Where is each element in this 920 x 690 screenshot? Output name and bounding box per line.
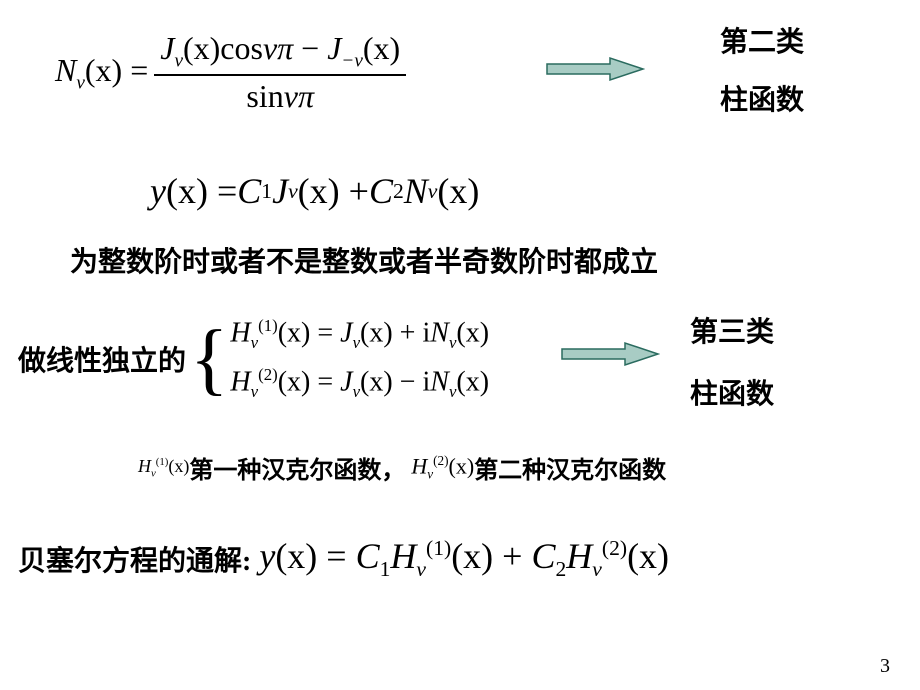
text-bessel-general-solution: 贝塞尔方程的通解: <box>18 539 251 579</box>
eq5-h1-arg: (x) + <box>451 536 531 576</box>
eq5-c2: C <box>531 536 555 576</box>
eq3a-j-arg: (x) + i <box>360 317 430 348</box>
eq3b-n-arg: (x) <box>456 366 489 397</box>
eq2-n: N <box>404 170 428 212</box>
eq1-num-j1-sub: ν <box>174 50 183 71</box>
eq3b-n: N <box>430 366 449 397</box>
eq3a-n-arg: (x) <box>456 317 489 348</box>
eq2-c2: C <box>369 170 393 212</box>
eq5-c2-sub: 2 <box>555 557 566 581</box>
eq5-y-arg: (x) = <box>275 536 355 576</box>
l4-h2-arg: (x) <box>449 453 475 478</box>
text-first-hankel: 第一种汉克尔函数， <box>189 450 405 485</box>
hankel-names-line: Hν(1)(x) 第一种汉克尔函数， Hν(2)(x) 第二种汉克尔函数 <box>138 450 666 485</box>
eq1-num-nupi: νπ <box>263 30 293 66</box>
eq1-lhs-arg: (x) = <box>85 52 148 88</box>
eq5-c1-sub: 1 <box>380 557 391 581</box>
equation-1: Nν(x) = Jν(x)cosνπ − J−ν(x) sinνπ <box>55 30 406 115</box>
label-second-kind: 第二类 <box>720 20 804 60</box>
eq3a-h: H <box>230 317 250 348</box>
arrow-2-shape <box>562 343 658 365</box>
l4-h2: H <box>411 453 427 478</box>
arrow-1-shape <box>547 58 643 80</box>
label-1-group: 第二类 柱函数 <box>720 20 804 118</box>
general-solution-line: 贝塞尔方程的通解: y(x) = C1Hν(1)(x) + C2Hν(2)(x) <box>18 535 669 582</box>
label-3-group: 第三类 柱函数 <box>690 310 774 412</box>
eq3a-n: N <box>430 317 449 348</box>
eq5-h2-sup: (2) <box>602 536 627 560</box>
eq2-n-arg: (x) <box>437 170 479 212</box>
eq2-c1-sub: 1 <box>261 179 272 204</box>
eq2-y-arg: (x) = <box>166 170 237 212</box>
eq5-h1: H <box>390 536 416 576</box>
label-cylinder-function-1: 柱函数 <box>720 78 804 118</box>
eq3b-h-sup: (2) <box>258 365 278 384</box>
eq5-y: y <box>259 536 275 576</box>
eq1-num-minus: − <box>293 30 327 66</box>
eq3b-j-sub: ν <box>353 382 360 401</box>
eq1-num-j2-arg: (x) <box>363 30 400 66</box>
text-integer-order: 为整数阶时或者不是整数或者半奇数阶时都成立 <box>70 240 658 280</box>
l4-h2-sup: (2) <box>433 453 448 468</box>
eq5-h1-sub: ν <box>416 557 426 581</box>
l4-h1: H <box>138 456 151 476</box>
label-cylinder-function-2: 柱函数 <box>690 372 774 412</box>
eq3a-h-sub: ν <box>251 333 258 352</box>
eq3a-h-sup: (1) <box>258 316 278 335</box>
eq1-den-sin: sin <box>246 78 283 114</box>
eq2-n-sub: ν <box>428 179 438 204</box>
eq5-h1-sup: (1) <box>426 536 451 560</box>
page-number: 3 <box>880 655 890 678</box>
eq5-c1: C <box>356 536 380 576</box>
eq1-lhs-sub: ν <box>76 72 85 93</box>
eq5-h2-arg: (x) <box>627 536 669 576</box>
l4-h1-sub: ν <box>151 467 156 479</box>
eq1-denominator: sinνπ <box>246 76 314 115</box>
eq3a-j: J <box>340 317 352 348</box>
eq3b-j: J <box>340 366 352 397</box>
arrow-1 <box>545 55 645 83</box>
eq3b-h-sub: ν <box>251 382 258 401</box>
eq3b-j-arg: (x) − i <box>360 366 430 397</box>
eq2-y: y <box>150 170 166 212</box>
eq2-j-sub: ν <box>288 179 298 204</box>
text-second-hankel: 第二种汉克尔函数 <box>474 450 666 485</box>
eq5-h2: H <box>566 536 592 576</box>
eq1-den-nupi: νπ <box>284 78 314 114</box>
eq3a-h-arg: (x) = <box>278 317 340 348</box>
eq3b-h-arg: (x) = <box>278 366 340 397</box>
arrow-2 <box>560 340 660 368</box>
eq3b-h: H <box>230 366 250 397</box>
eq1-numerator: Jν(x)cosνπ − J−ν(x) <box>154 30 406 76</box>
equation-3b: Hν(2)(x) = Jν(x) − iNν(x) <box>230 365 489 402</box>
l4-h1-sup: (1) <box>156 456 169 468</box>
text-linear-independent: 做线性独立的 <box>18 339 186 379</box>
equation-3a: Hν(1)(x) = Jν(x) + iNν(x) <box>230 316 489 353</box>
eq1-lhs-sym: N <box>55 52 76 88</box>
eq2-j-arg: (x) + <box>298 170 369 212</box>
eq1-num-j1-arg: (x)cos <box>183 30 263 66</box>
eq3a-j-sub: ν <box>353 333 360 352</box>
eq1-num-j1: J <box>160 30 174 66</box>
eq1-num-j2: J <box>327 30 341 66</box>
eq2-c2-sub: 2 <box>393 179 404 204</box>
equation-2: y(x) = C1Jν(x) + C2Nν(x) <box>150 170 479 212</box>
left-brace: { <box>190 319 228 399</box>
eq2-j: J <box>272 170 288 212</box>
label-third-kind: 第三类 <box>690 310 774 350</box>
eq2-c1: C <box>237 170 261 212</box>
eq5-h2-sub: ν <box>592 557 602 581</box>
l4-h1-arg: (x) <box>168 456 189 476</box>
eq1-num-j2-sub: −ν <box>341 50 362 71</box>
l4-h2-sub: ν <box>427 466 433 481</box>
block-hankel: 做线性独立的 { Hν(1)(x) = Jν(x) + iNν(x) Hν(2)… <box>18 310 489 408</box>
